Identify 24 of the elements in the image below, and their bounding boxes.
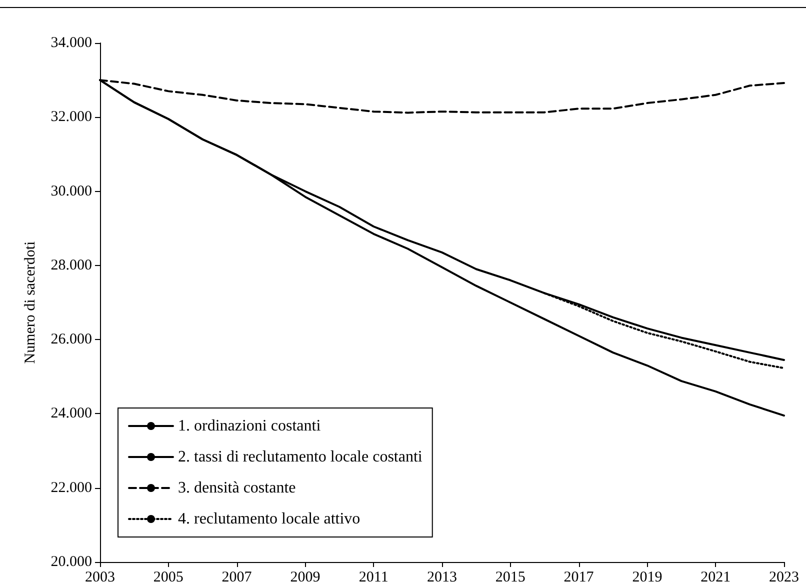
x-tick-label: 2009 [290, 570, 320, 586]
x-tick-label: 2023 [769, 570, 799, 586]
x-tick-label: 2015 [495, 570, 526, 586]
legend-label: 3. densità costante [178, 480, 296, 496]
y-tick-label: 20.000 [50, 554, 92, 570]
legend-label: 1. ordinazioni costanti [178, 418, 322, 434]
x-tick-label: 2011 [358, 570, 388, 586]
x-tick-label: 2005 [153, 570, 184, 586]
x-tick-label: 2007 [222, 570, 252, 586]
x-tick-label: 2019 [632, 570, 662, 586]
legend-label: 2. tassi di reclutamento locale costanti [178, 448, 423, 466]
x-tick-label: 2003 [85, 570, 115, 586]
legend-label: 4. reclutamento locale attivo [178, 510, 360, 528]
y-tick-label: 28.000 [50, 257, 92, 274]
x-tick-label: 2017 [564, 570, 594, 586]
y-tick-label: 30.000 [50, 183, 92, 200]
y-tick-label: 32.000 [50, 109, 92, 126]
y-tick-label: 22.000 [50, 480, 92, 496]
y-tick-label: 26.000 [50, 332, 92, 348]
y-tick-label: 34.000 [50, 35, 92, 51]
x-tick-label: 2013 [427, 570, 457, 586]
y-tick-label: 24.000 [50, 406, 92, 422]
x-tick-label: 2021 [700, 570, 731, 586]
y-axis-title: Numero di sacerdoti [22, 241, 38, 364]
